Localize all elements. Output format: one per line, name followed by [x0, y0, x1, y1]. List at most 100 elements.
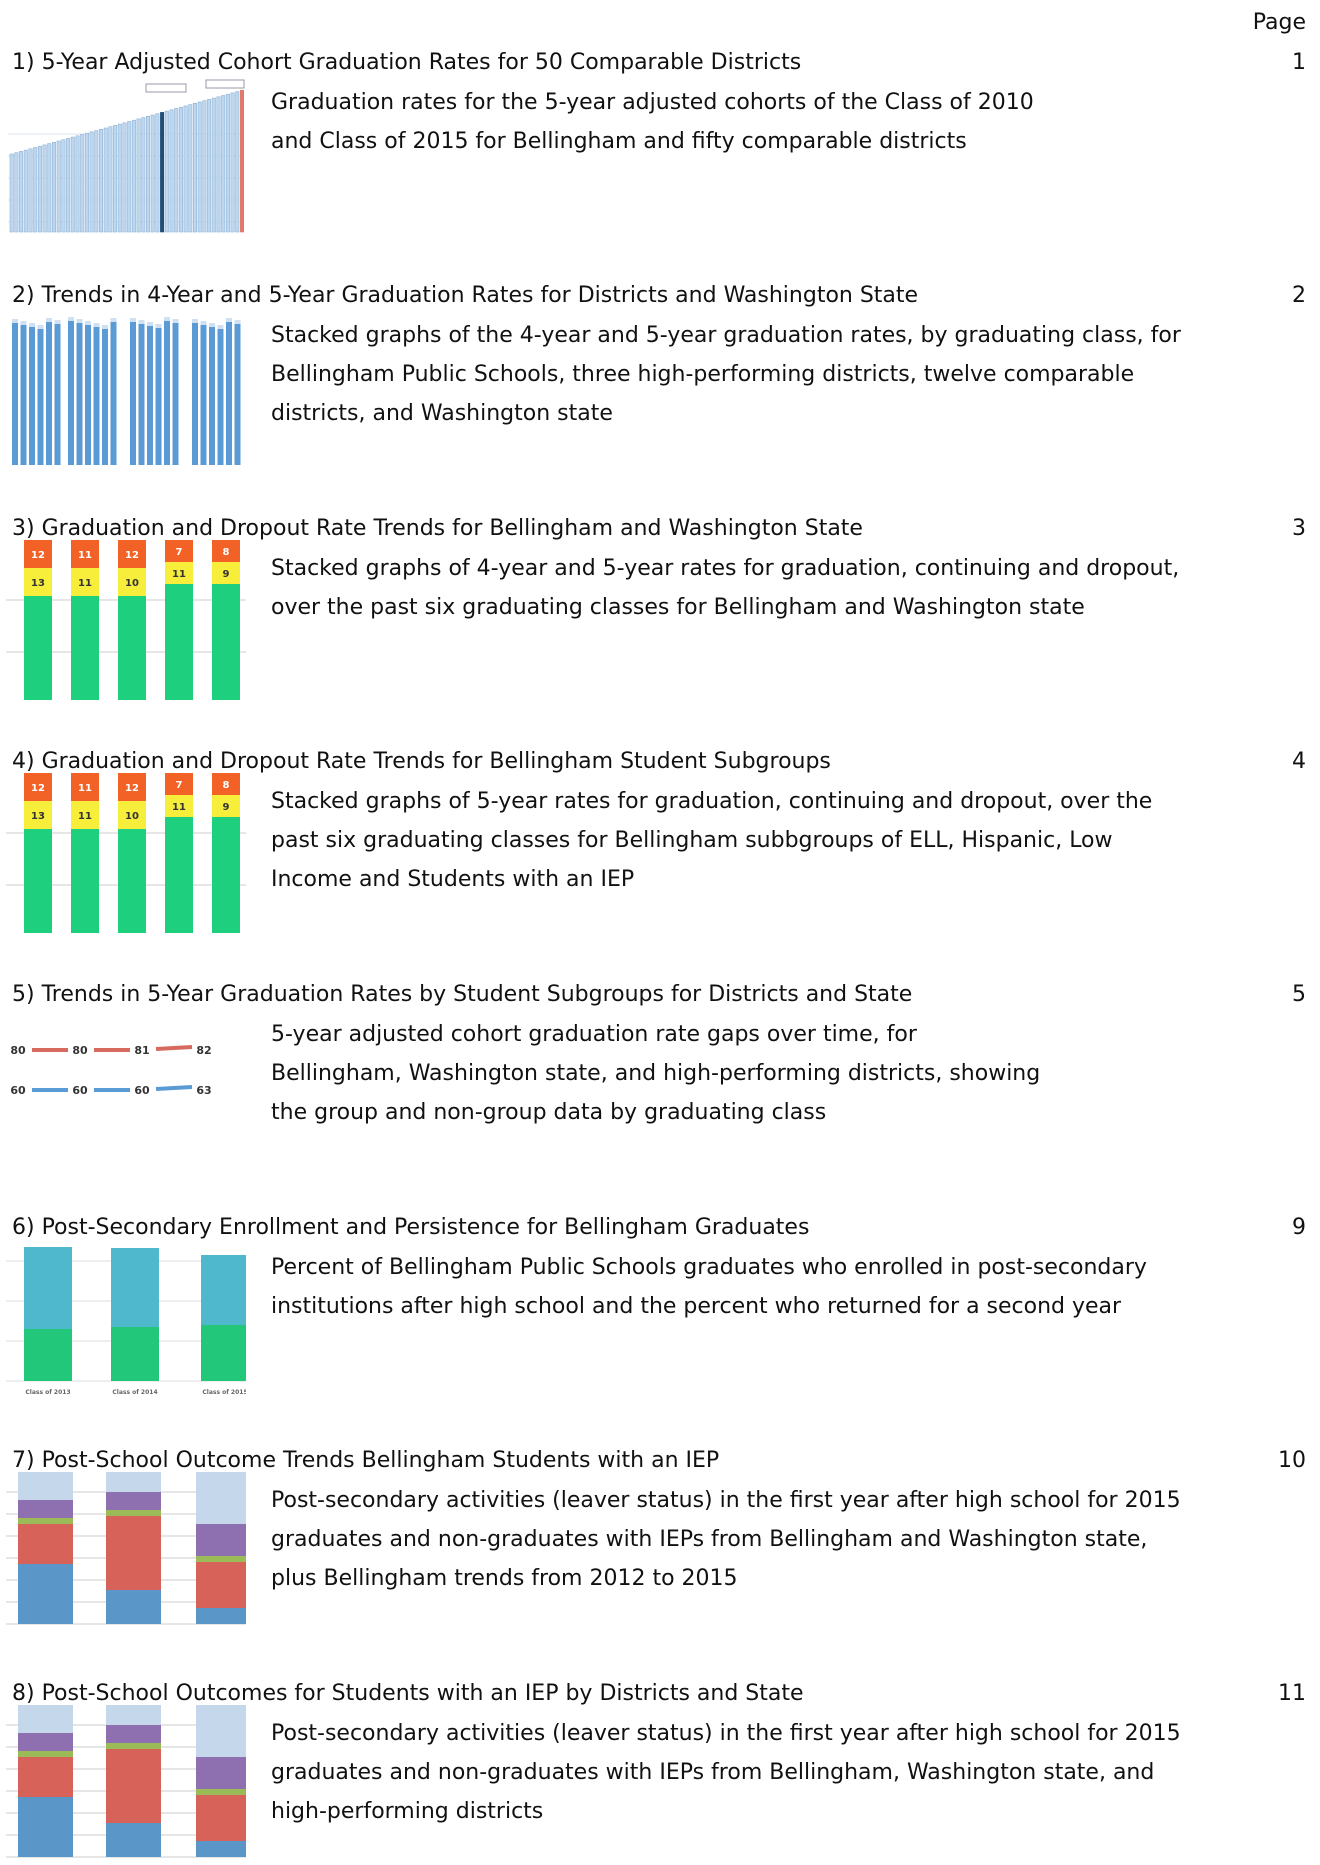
bar-highlight	[54, 320, 61, 324]
page-number: 1	[1292, 50, 1306, 75]
bar	[76, 319, 83, 465]
bar-segment	[118, 801, 146, 829]
bar-segment	[196, 1608, 246, 1624]
bar-segment	[18, 1524, 73, 1564]
bar-highlight	[138, 320, 145, 324]
bar-segment	[18, 1733, 73, 1751]
bar-segment	[165, 584, 193, 700]
bar	[193, 102, 198, 233]
bar	[46, 318, 52, 465]
entry-description: districts, and Washington state	[271, 401, 613, 426]
bar	[37, 325, 44, 465]
bar-highlight	[172, 319, 179, 323]
bar-segment	[118, 773, 146, 801]
bar	[108, 126, 113, 233]
thumb-label: 13	[31, 811, 45, 822]
thumbnail	[12, 317, 241, 465]
bar	[217, 325, 224, 465]
bar	[146, 115, 151, 233]
entry-title: 2) Trends in 4-Year and 5-Year Graduatio…	[12, 283, 919, 308]
entry-description: Bellingham Public Schools, three high-pe…	[271, 362, 1135, 387]
bar	[192, 319, 198, 465]
entry-description: past six graduating classes for Bellingh…	[271, 828, 1113, 853]
page-number: 2	[1292, 283, 1306, 308]
trend-line	[155, 1045, 193, 1051]
bar	[160, 112, 165, 233]
bar-segment	[106, 1510, 161, 1516]
bar-segment	[196, 1789, 246, 1795]
bar	[202, 100, 207, 233]
bar-segment	[196, 1524, 246, 1556]
bar	[28, 148, 33, 233]
page-number: 3	[1292, 516, 1306, 541]
bar-segment	[118, 829, 146, 933]
bar-highlight	[102, 325, 108, 329]
thumb-label: 12	[125, 783, 139, 794]
bar	[221, 95, 226, 233]
entry-description: graduates and non-graduates with IEPs fr…	[271, 1760, 1155, 1785]
bar	[172, 319, 179, 465]
callout	[205, 79, 245, 89]
page-number: 9	[1292, 1215, 1306, 1240]
bar-segment	[71, 568, 99, 596]
bar	[80, 134, 85, 233]
bar	[155, 113, 160, 233]
entry-title: 3) Graduation and Dropout Rate Trends fo…	[12, 516, 863, 541]
bar-segment	[106, 1590, 161, 1624]
bar	[24, 1329, 72, 1381]
bar-highlight	[93, 323, 100, 327]
bar-highlight	[76, 319, 83, 323]
bar-segment	[71, 829, 99, 933]
thumb-label: 82	[196, 1044, 211, 1057]
bar-segment	[165, 817, 193, 933]
bar-segment	[24, 773, 52, 801]
bar	[29, 323, 35, 465]
bar	[61, 139, 66, 233]
bar	[216, 96, 221, 233]
bar-segment	[106, 1743, 161, 1749]
bar-segment	[24, 596, 52, 700]
bar-segment	[106, 1823, 161, 1857]
bar	[75, 135, 80, 233]
bar	[111, 1248, 159, 1327]
bar-highlight	[130, 318, 136, 322]
thumb-label: 12	[31, 783, 45, 794]
bar	[225, 93, 230, 233]
bar	[164, 317, 170, 465]
bar	[103, 127, 108, 233]
bar-segment	[106, 1749, 161, 1823]
bar-segment	[212, 773, 240, 795]
bar-highlight	[20, 321, 27, 325]
entry-description: and Class of 2015 for Bellingham and fif…	[271, 129, 967, 154]
bar-segment	[196, 1705, 246, 1757]
trend-line	[155, 1085, 193, 1091]
entry-description: Graduation rates for the 5-year adjusted…	[271, 90, 1034, 115]
thumb-label: 8	[223, 780, 230, 791]
bar-highlight	[217, 325, 224, 329]
thumb-label: 13	[31, 578, 45, 589]
bar	[85, 321, 91, 465]
bar	[131, 119, 136, 233]
bar-segment	[196, 1556, 246, 1562]
bar-segment	[196, 1757, 246, 1789]
thumbnail: 12 13 11 11 12 10 7 11 8 9	[6, 773, 246, 933]
bar	[201, 1325, 246, 1381]
bar	[141, 117, 146, 233]
page-number: 10	[1278, 1448, 1306, 1473]
entry-description: Post-secondary activities (leaver status…	[271, 1488, 1181, 1513]
thumb-label: 80	[10, 1044, 26, 1057]
bar-highlight	[85, 321, 91, 325]
entry-description: Percent of Bellingham Public Schools gra…	[271, 1255, 1147, 1280]
thumb-label: 60	[134, 1084, 150, 1097]
entry-description: Stacked graphs of the 4-year and 5-year …	[271, 323, 1181, 348]
thumb-label: 81	[134, 1044, 149, 1057]
entry-description: Stacked graphs of 4-year and 5-year rate…	[271, 556, 1180, 581]
bar	[130, 318, 136, 465]
bar-highlight	[29, 323, 35, 327]
bar	[164, 110, 169, 233]
bar-segment	[212, 817, 240, 933]
bar	[188, 104, 193, 233]
bar	[226, 318, 232, 465]
page-number: 11	[1278, 1681, 1306, 1706]
